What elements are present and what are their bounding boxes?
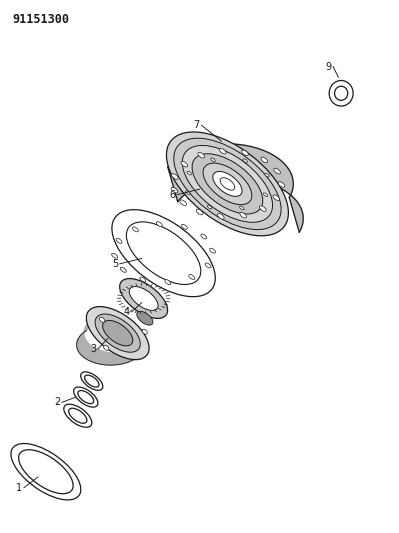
Ellipse shape [171, 187, 178, 193]
Ellipse shape [203, 163, 252, 205]
Ellipse shape [19, 450, 73, 494]
Ellipse shape [174, 138, 281, 230]
Ellipse shape [86, 306, 149, 360]
Ellipse shape [261, 157, 268, 163]
Ellipse shape [103, 320, 133, 346]
Ellipse shape [11, 443, 81, 500]
Ellipse shape [217, 214, 224, 219]
Ellipse shape [182, 146, 273, 222]
Ellipse shape [166, 132, 288, 236]
Ellipse shape [112, 253, 118, 258]
Ellipse shape [205, 263, 211, 268]
Ellipse shape [137, 311, 153, 325]
Ellipse shape [186, 191, 190, 195]
Ellipse shape [126, 222, 201, 285]
Ellipse shape [211, 158, 215, 161]
Ellipse shape [278, 182, 285, 187]
Ellipse shape [207, 205, 212, 209]
Ellipse shape [273, 195, 280, 200]
Ellipse shape [274, 168, 280, 174]
Text: 2: 2 [54, 398, 60, 407]
Ellipse shape [142, 329, 147, 334]
Ellipse shape [201, 234, 207, 239]
Ellipse shape [64, 404, 92, 427]
Ellipse shape [265, 173, 269, 177]
Ellipse shape [263, 193, 268, 197]
Ellipse shape [192, 154, 263, 214]
Ellipse shape [219, 148, 226, 154]
Ellipse shape [112, 209, 215, 297]
Ellipse shape [81, 372, 103, 390]
Ellipse shape [140, 277, 146, 282]
Ellipse shape [156, 222, 162, 227]
Ellipse shape [172, 174, 178, 179]
Ellipse shape [78, 391, 94, 403]
Ellipse shape [220, 177, 235, 190]
Text: 3: 3 [90, 344, 96, 354]
Ellipse shape [120, 268, 126, 272]
Text: 91151300: 91151300 [12, 13, 69, 26]
Ellipse shape [196, 209, 203, 215]
Ellipse shape [213, 172, 242, 196]
Ellipse shape [104, 345, 109, 350]
Ellipse shape [240, 213, 247, 218]
Text: 4: 4 [124, 307, 130, 317]
Ellipse shape [240, 206, 244, 210]
Ellipse shape [116, 238, 122, 244]
Ellipse shape [329, 80, 353, 106]
Ellipse shape [198, 152, 205, 158]
Ellipse shape [187, 171, 192, 175]
Ellipse shape [95, 314, 140, 352]
Ellipse shape [120, 279, 168, 318]
Ellipse shape [180, 200, 186, 206]
Text: 1: 1 [16, 483, 22, 492]
Text: 5: 5 [112, 259, 118, 269]
Ellipse shape [189, 274, 195, 279]
Ellipse shape [74, 387, 98, 407]
Ellipse shape [259, 206, 266, 212]
Ellipse shape [99, 317, 105, 322]
Ellipse shape [85, 375, 99, 387]
Ellipse shape [182, 224, 187, 229]
Text: 7: 7 [194, 120, 200, 130]
Text: 6: 6 [170, 190, 176, 199]
Ellipse shape [132, 227, 138, 232]
Text: 9: 9 [325, 62, 332, 71]
Polygon shape [168, 144, 303, 232]
Ellipse shape [334, 86, 348, 100]
Ellipse shape [243, 159, 247, 163]
Ellipse shape [181, 161, 188, 167]
Ellipse shape [129, 287, 158, 310]
Ellipse shape [209, 248, 215, 253]
Ellipse shape [242, 150, 248, 156]
Ellipse shape [165, 280, 171, 285]
Polygon shape [77, 319, 142, 365]
Ellipse shape [69, 408, 87, 423]
